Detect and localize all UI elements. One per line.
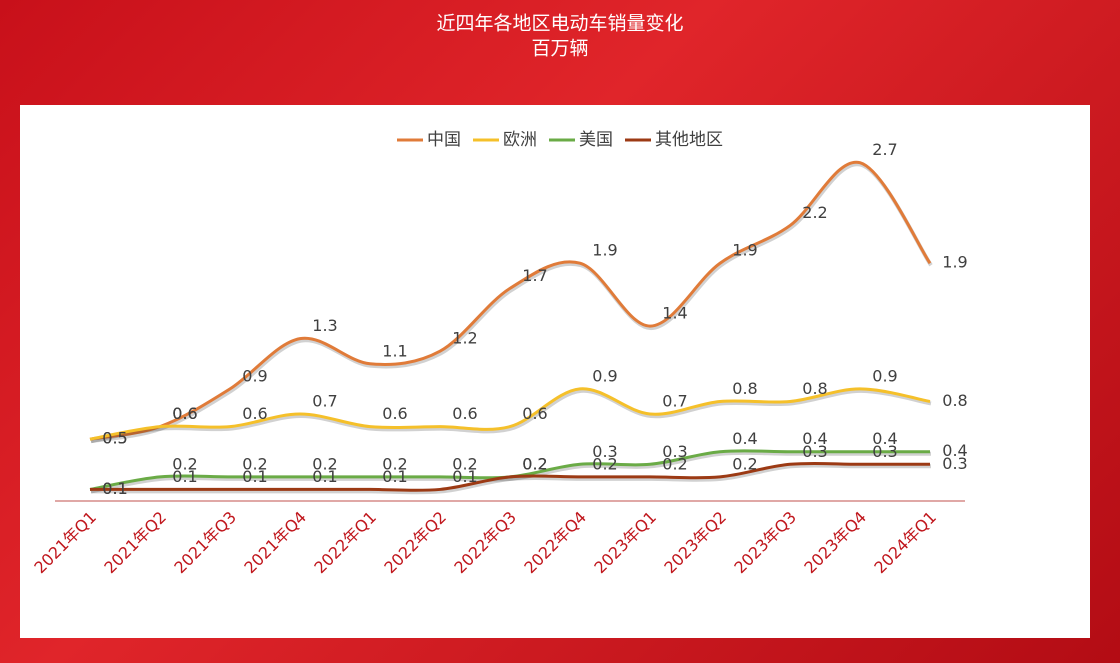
- data-label: 0.1: [102, 479, 127, 498]
- data-label: 2.7: [872, 140, 897, 159]
- legend-label: 欧洲: [503, 130, 537, 150]
- data-label: 0.5: [102, 429, 127, 448]
- data-label: 1.1: [382, 341, 407, 360]
- data-label: 0.3: [942, 454, 967, 473]
- data-label: 0.1: [452, 467, 477, 486]
- data-label: 0.4: [802, 429, 827, 448]
- data-label: 0.6: [452, 404, 477, 423]
- data-label: 0.1: [312, 467, 337, 486]
- data-label: 0.9: [592, 366, 617, 385]
- data-label: 0.8: [942, 391, 967, 410]
- data-label: 0.7: [312, 392, 337, 411]
- series-line: [89, 387, 931, 441]
- data-label: 0.6: [172, 404, 197, 423]
- series-line: [89, 461, 930, 492]
- series-shadow: [90, 450, 931, 494]
- data-label: 0.2: [172, 454, 197, 473]
- data-label: 0.6: [242, 404, 267, 423]
- series-shadow: [90, 463, 931, 495]
- data-label: 0.6: [382, 404, 407, 423]
- data-label: 0.1: [172, 467, 197, 486]
- series-line: [89, 160, 932, 441]
- data-label: 0.2: [452, 454, 477, 473]
- data-label: 0.2: [592, 454, 617, 473]
- data-label: 1.4: [662, 304, 687, 323]
- data-label: 0.9: [242, 366, 267, 385]
- data-label: 0.4: [942, 441, 967, 460]
- data-label: 0.2: [522, 454, 547, 473]
- data-label: 0.2: [382, 454, 407, 473]
- data-label: 0.3: [662, 442, 687, 461]
- legend-label: 其他地区: [655, 130, 723, 150]
- series-shadow: [90, 388, 932, 444]
- data-label: 1.9: [942, 253, 967, 272]
- data-label: 0.4: [732, 429, 757, 448]
- data-label: 0.6: [522, 404, 547, 423]
- data-label: 0.2: [662, 454, 687, 473]
- chart-subtitle: 百万辆: [531, 38, 588, 60]
- data-label: 0.7: [662, 392, 687, 411]
- data-label: 0.2: [242, 454, 267, 473]
- data-label: 1.9: [732, 241, 757, 260]
- data-label: 2.2: [802, 203, 827, 222]
- data-label: 0.4: [872, 429, 897, 448]
- legend-label: 美国: [579, 130, 613, 150]
- data-label: 0.2: [522, 454, 547, 473]
- data-label: 0.1: [382, 467, 407, 486]
- data-label: 0.2: [732, 454, 757, 473]
- data-label: 1.7: [522, 266, 547, 285]
- data-label: 1.9: [592, 241, 617, 260]
- data-label: 1.3: [312, 316, 337, 335]
- chart-title: 近四年各地区电动车销量变化: [436, 13, 683, 35]
- series-shadow: [90, 162, 933, 444]
- data-label: 0.1: [242, 467, 267, 486]
- panel: [20, 105, 1090, 638]
- data-label: 0.9: [872, 366, 897, 385]
- data-label: 0.3: [872, 442, 897, 461]
- data-label: 0.3: [592, 442, 617, 461]
- data-label: 0.8: [732, 379, 757, 398]
- data-label: 0.8: [802, 379, 827, 398]
- data-label: 0.3: [802, 442, 827, 461]
- legend-label: 中国: [427, 130, 461, 150]
- data-label: 1.2: [452, 329, 477, 348]
- data-label: 0.6: [172, 404, 197, 423]
- data-label: 0.2: [312, 454, 337, 473]
